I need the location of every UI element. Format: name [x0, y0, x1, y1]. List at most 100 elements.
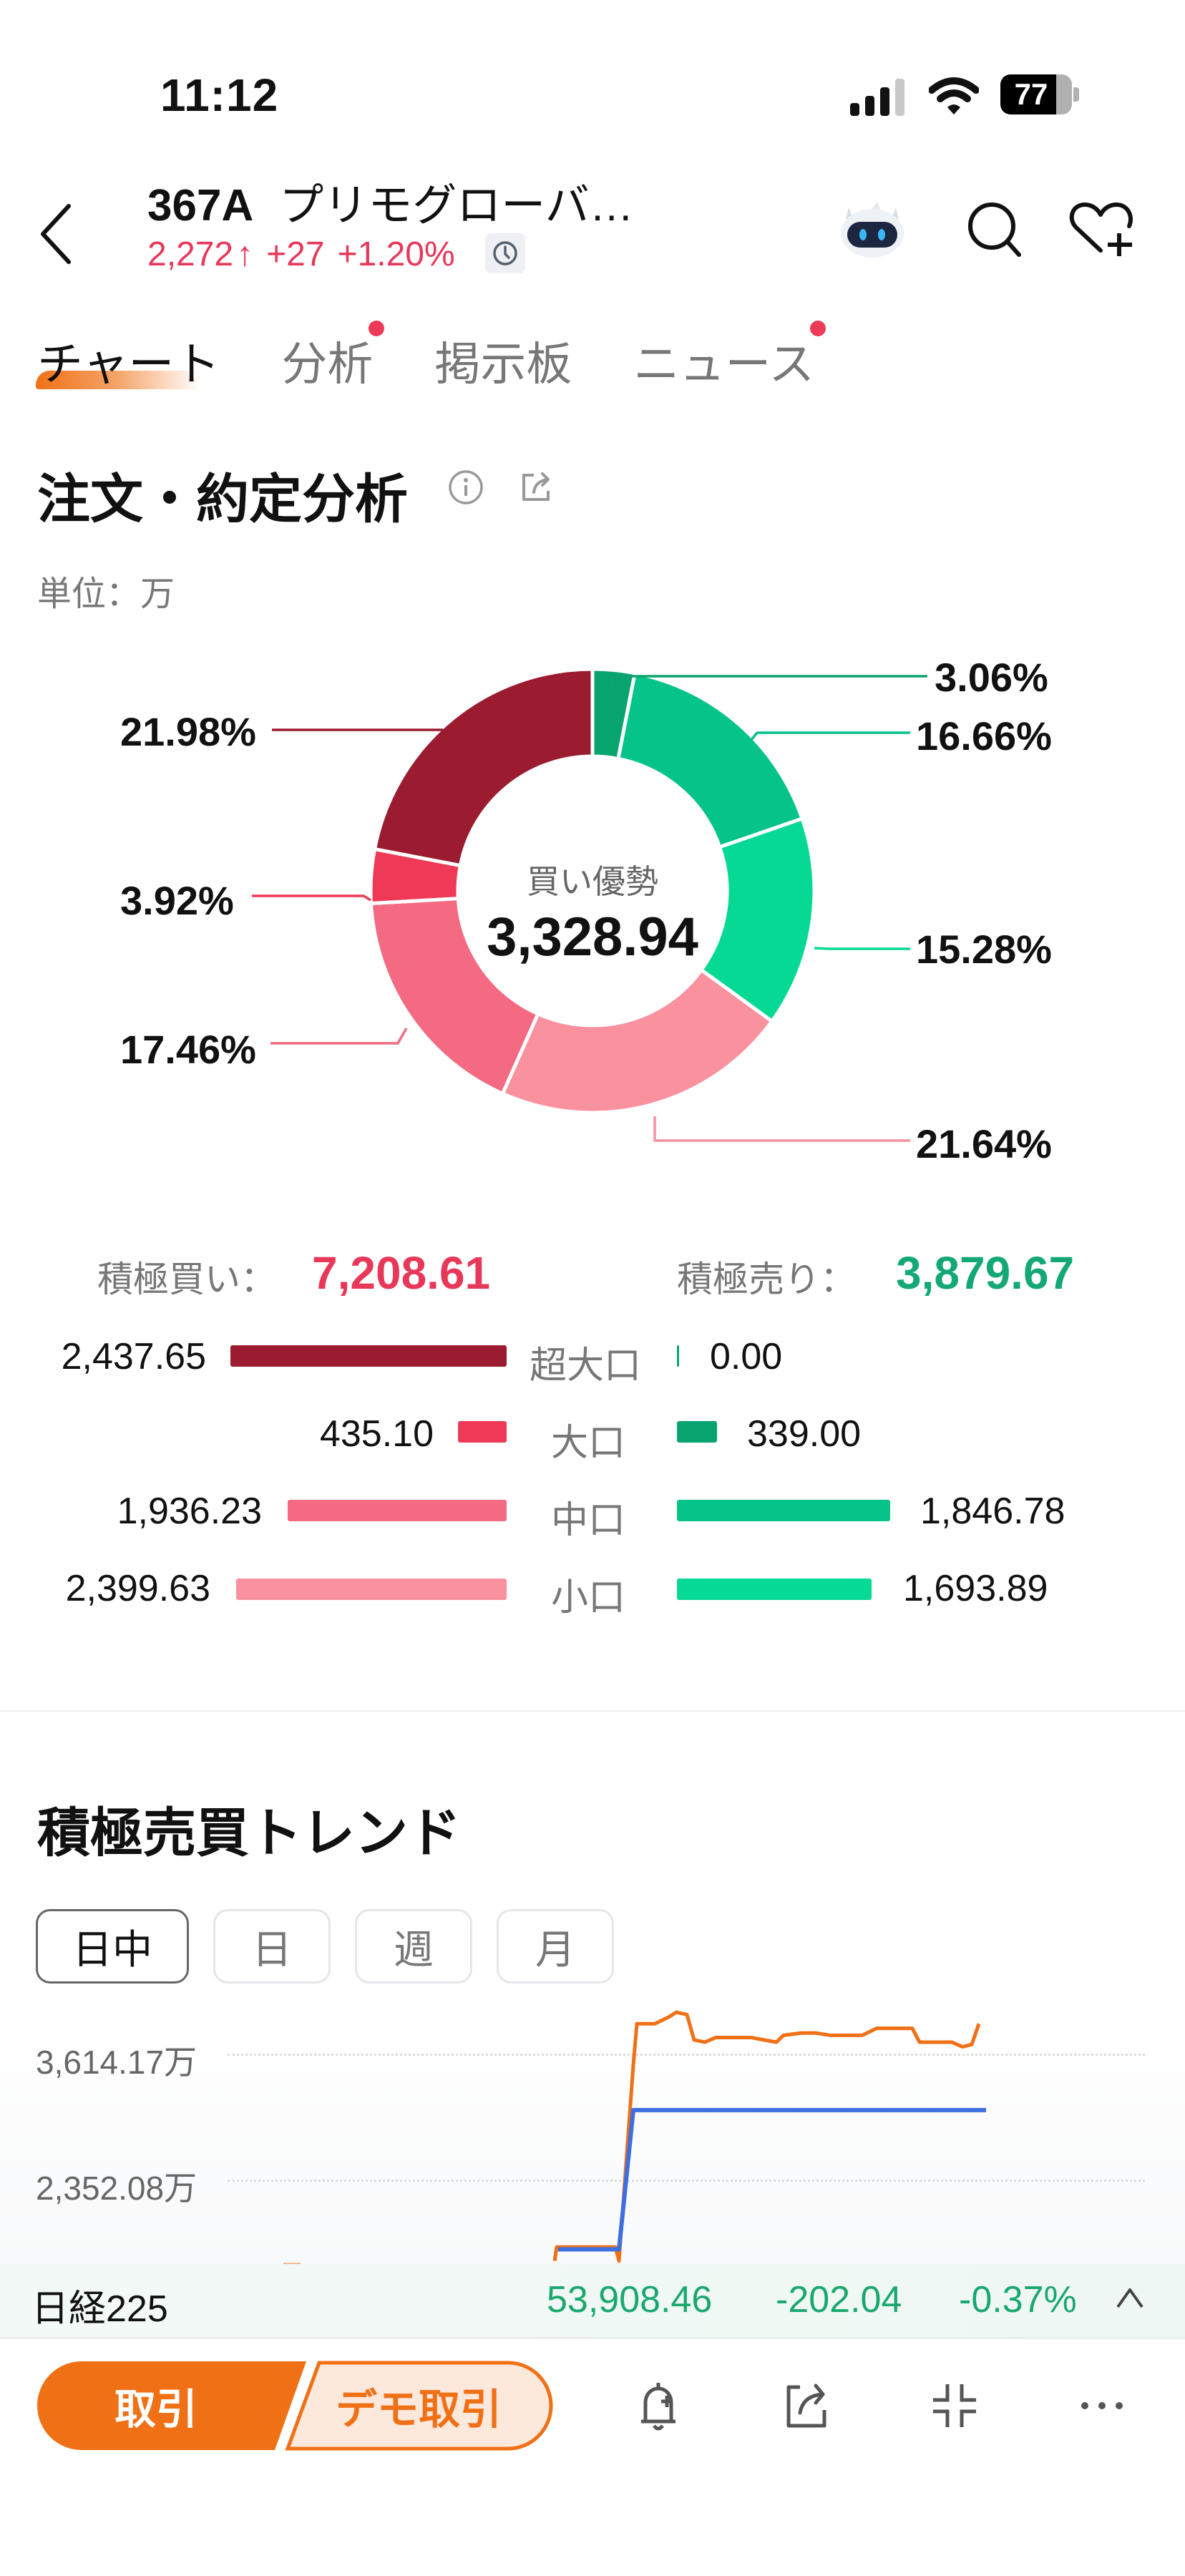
more-options-icon[interactable]: [1073, 2377, 1131, 2434]
tab-label: 掲示板: [434, 338, 572, 390]
battery-level: 77: [1014, 77, 1048, 111]
donut-center-value: 3,328.94: [487, 907, 698, 967]
buy-value: 2,399.63: [65, 1568, 210, 1609]
donut-center-label: 買い優勢: [527, 863, 658, 900]
share-icon[interactable]: [518, 468, 557, 507]
demo-trade-button[interactable]: デモ取引: [335, 2386, 502, 2433]
gridline: [228, 2054, 1145, 2056]
wifi-icon: [929, 77, 979, 114]
unit-label: 単位：万: [37, 575, 175, 613]
sell-value: 1,846.78: [920, 1491, 1065, 1532]
active-sell-label: 積極売り：: [677, 1259, 856, 1299]
market-hours-button[interactable]: [485, 233, 525, 273]
period-intraday-button[interactable]: 日中: [36, 1909, 189, 1984]
orange-trend-line: [552, 2010, 981, 2263]
category-label: 小口: [551, 1577, 626, 1619]
category-label: 中口: [551, 1500, 626, 1541]
index-name: 日経225: [31, 2288, 168, 2330]
price-change-pct: +1.20%: [337, 235, 455, 273]
clock-icon: [493, 241, 517, 265]
share-icon[interactable]: [779, 2377, 836, 2434]
period-week-button[interactable]: 週: [355, 1909, 472, 1984]
donut-segment: [372, 667, 595, 868]
index-ticker-bar[interactable]: [0, 2264, 1185, 2339]
donut-segment: [698, 816, 816, 1024]
add-to-watchlist-heart-icon[interactable]: [1066, 199, 1138, 260]
donut-label-buy-large: 3.92%: [120, 878, 234, 923]
battery-indicator: 77: [1000, 74, 1081, 114]
search-icon[interactable]: [965, 199, 1026, 260]
stock-code: 367A: [147, 181, 254, 230]
leader-line: [814, 947, 910, 950]
ai-assistant-robot-icon[interactable]: [836, 197, 909, 259]
index-change-pct: -0.37%: [959, 2279, 1077, 2321]
leader-line: [270, 1028, 408, 1045]
stock-name: プリモグローバ…: [279, 181, 634, 230]
trade-button[interactable]: 取引: [114, 2386, 198, 2433]
sell-value: 1,693.89: [903, 1568, 1048, 1609]
stock-title: 367A プリモグローバ…: [147, 169, 634, 233]
price-alert-bell-icon[interactable]: [630, 2377, 687, 2434]
donut-label-sell-large: 3.06%: [935, 655, 1048, 700]
donut-segment: [500, 967, 775, 1115]
donut-segment: [369, 896, 541, 1096]
stock-price: 2,272: [147, 235, 234, 273]
active-buy-total: 7,208.61: [312, 1247, 491, 1299]
period-day-button[interactable]: 日: [213, 1909, 331, 1984]
y-axis-label-top: 3,614.17万: [36, 2044, 198, 2081]
buy-value: 1,936.23: [117, 1491, 262, 1532]
donut-segment: [615, 670, 805, 849]
buy-bar: [236, 1579, 507, 1600]
buy-bar: [230, 1345, 507, 1367]
tab-chart[interactable]: チャート: [37, 321, 220, 399]
active-tab-indicator: [36, 371, 200, 389]
chevron-up-icon[interactable]: [1113, 2285, 1146, 2311]
trade-button-group: [37, 2361, 553, 2451]
category-label: 超大口: [530, 1345, 642, 1387]
tab-board[interactable]: 掲示板: [434, 321, 572, 399]
sell-bar: [677, 1500, 890, 1521]
category-label: 大口: [551, 1423, 626, 1464]
tab-label: チャート: [37, 338, 220, 390]
donut-label-sell-mid: 16.66%: [916, 713, 1052, 758]
info-icon[interactable]: [447, 468, 485, 507]
leader-line: [272, 728, 451, 742]
blue-trend-line: [558, 2107, 986, 2252]
donut-label-buy-small: 21.64%: [916, 1121, 1052, 1166]
buy-bar: [288, 1500, 507, 1521]
buy-value: 435.10: [319, 1413, 434, 1455]
collapse-fullscreen-icon[interactable]: [926, 2377, 983, 2434]
leader-line: [252, 894, 371, 902]
notification-dot: [369, 321, 385, 336]
buy-value: 2,437.65: [61, 1336, 206, 1377]
up-arrow-icon: ↑: [236, 235, 254, 273]
leader-line: [653, 1116, 910, 1142]
notification-dot: [810, 321, 826, 336]
leader-line: [743, 731, 910, 750]
tab-label: ニュース: [633, 338, 815, 390]
gridline: [228, 2180, 1145, 2182]
donut-label-buy-super: 21.98%: [120, 709, 256, 754]
period-month-button[interactable]: 月: [497, 1909, 614, 1984]
section-title-order-analysis: 注文・約定分析: [37, 469, 408, 529]
active-buy-label: 積極買い：: [97, 1259, 276, 1299]
donut-label-sell-small: 15.28%: [916, 927, 1052, 972]
leader-line: [612, 675, 927, 687]
section-divider: [0, 1710, 1185, 1712]
active-sell-total: 3,879.67: [896, 1247, 1075, 1299]
section-title-trend: 積極売買トレンド: [37, 1803, 461, 1863]
sell-bar: [677, 1345, 679, 1367]
cellular-signal-icon: [850, 79, 904, 116]
donut-label-buy-mid: 17.46%: [120, 1027, 256, 1072]
tab-label: 分析: [281, 338, 374, 390]
tab-analysis[interactable]: 分析: [281, 321, 385, 399]
sell-bar: [677, 1421, 717, 1443]
status-time: 11:12: [160, 69, 279, 121]
tab-news[interactable]: ニュース: [633, 321, 826, 399]
index-value: 53,908.46: [547, 2279, 713, 2321]
index-change: -202.04: [776, 2279, 902, 2321]
back-arrow-icon[interactable]: [37, 202, 77, 266]
y-axis-label-mid: 2,352.08万: [36, 2170, 198, 2207]
sell-bar: [677, 1579, 872, 1600]
price-change: +27: [266, 235, 325, 273]
